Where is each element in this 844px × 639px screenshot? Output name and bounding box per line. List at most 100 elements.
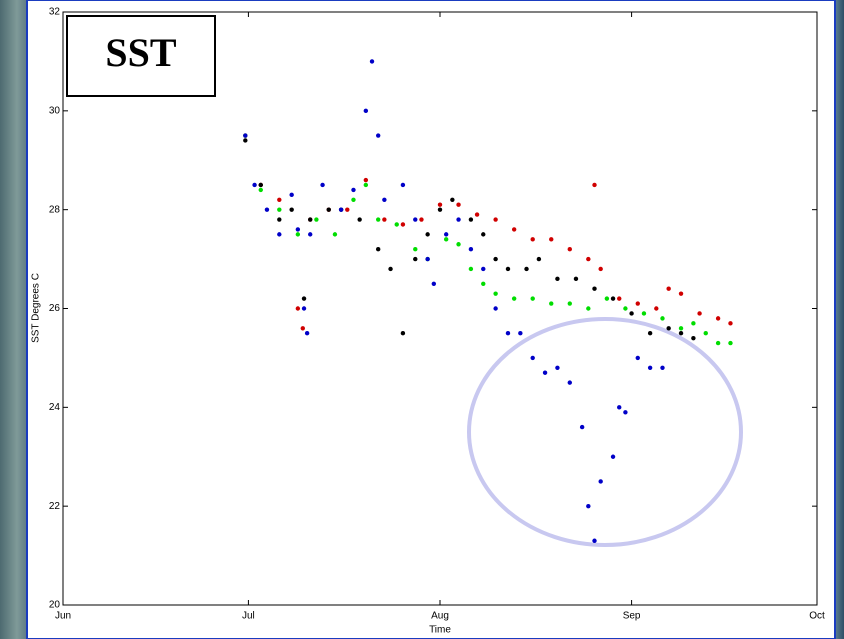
data-point bbox=[511, 227, 517, 232]
data-point bbox=[493, 256, 498, 262]
data-point bbox=[456, 202, 461, 207]
data-point bbox=[660, 316, 665, 321]
data-point bbox=[567, 301, 572, 306]
data-point bbox=[308, 217, 313, 222]
data-point bbox=[413, 247, 418, 252]
y-tick-label: 20 bbox=[49, 600, 61, 611]
data-point bbox=[400, 182, 406, 188]
data-point bbox=[604, 296, 610, 301]
label-box bbox=[66, 15, 216, 97]
data-point bbox=[400, 222, 406, 227]
x-tick-label: Aug bbox=[431, 611, 449, 622]
data-point bbox=[363, 108, 369, 114]
y-axis-label: SST Degrees C bbox=[31, 273, 42, 343]
data-point bbox=[610, 454, 616, 459]
data-point bbox=[413, 217, 418, 222]
data-point bbox=[264, 207, 270, 212]
data-point bbox=[443, 237, 449, 242]
data-point bbox=[425, 232, 430, 237]
data-point bbox=[450, 197, 455, 202]
data-point bbox=[369, 59, 375, 64]
data-point bbox=[623, 410, 628, 415]
data-point bbox=[505, 331, 511, 336]
data-point bbox=[474, 212, 480, 217]
data-point bbox=[641, 311, 647, 316]
y-tick-label: 32 bbox=[49, 7, 61, 18]
data-point bbox=[338, 207, 344, 212]
data-point bbox=[691, 335, 696, 341]
data-point bbox=[549, 237, 554, 242]
data-point bbox=[437, 207, 443, 212]
data-point bbox=[592, 538, 597, 543]
data-point bbox=[623, 306, 628, 311]
data-point bbox=[505, 266, 511, 272]
data-point bbox=[351, 187, 356, 193]
data-point bbox=[301, 296, 307, 301]
data-point bbox=[456, 242, 461, 247]
data-point bbox=[289, 207, 294, 212]
data-point bbox=[715, 340, 721, 346]
y-tick-label: 30 bbox=[49, 105, 61, 116]
data-point bbox=[351, 197, 356, 202]
data-point bbox=[468, 247, 474, 252]
data-point bbox=[536, 256, 542, 262]
data-point bbox=[530, 296, 535, 301]
data-point bbox=[586, 256, 591, 262]
data-point bbox=[301, 306, 307, 311]
data-point bbox=[295, 306, 301, 311]
data-point bbox=[468, 266, 474, 272]
data-point bbox=[243, 133, 248, 138]
data-point bbox=[511, 296, 517, 301]
x-tick-label: Oct bbox=[809, 611, 825, 622]
data-point bbox=[678, 291, 684, 296]
data-point bbox=[277, 217, 282, 222]
data-point bbox=[443, 232, 449, 237]
data-point bbox=[394, 222, 399, 227]
data-point bbox=[666, 326, 671, 331]
data-point bbox=[332, 232, 338, 237]
x-axis-label: Time bbox=[429, 625, 451, 636]
data-point bbox=[493, 291, 498, 296]
data-point bbox=[382, 217, 387, 222]
data-point bbox=[295, 227, 301, 232]
data-point bbox=[326, 207, 331, 212]
data-point bbox=[363, 182, 369, 188]
y-tick-label: 24 bbox=[49, 402, 61, 413]
data-point bbox=[437, 202, 443, 207]
highlight-ellipse bbox=[467, 317, 743, 547]
data-point bbox=[586, 306, 591, 311]
data-point bbox=[304, 331, 310, 336]
data-point bbox=[530, 355, 535, 361]
data-point bbox=[598, 479, 603, 484]
data-point bbox=[691, 321, 696, 326]
data-point bbox=[598, 266, 603, 272]
data-point bbox=[425, 256, 430, 262]
data-point bbox=[678, 331, 684, 336]
y-tick-label: 26 bbox=[49, 303, 61, 314]
data-point bbox=[277, 207, 282, 212]
data-point bbox=[258, 187, 263, 193]
data-point bbox=[703, 331, 708, 336]
x-tick-label: Jun bbox=[55, 611, 71, 622]
data-point bbox=[277, 232, 282, 237]
data-point bbox=[382, 197, 387, 202]
data-point bbox=[388, 266, 393, 272]
data-point bbox=[357, 217, 362, 222]
data-point bbox=[320, 182, 325, 188]
data-point bbox=[431, 281, 437, 286]
data-point bbox=[277, 197, 282, 202]
data-point bbox=[647, 365, 653, 370]
data-point bbox=[243, 138, 248, 143]
data-point bbox=[481, 281, 486, 286]
data-point bbox=[375, 217, 381, 222]
data-point bbox=[728, 340, 733, 346]
data-point bbox=[635, 301, 640, 306]
data-point bbox=[610, 296, 616, 301]
x-tick-label: Sep bbox=[623, 611, 641, 622]
data-point bbox=[456, 217, 461, 222]
data-point bbox=[567, 380, 572, 385]
data-point bbox=[295, 232, 301, 237]
data-point bbox=[592, 286, 597, 291]
data-point bbox=[375, 133, 381, 138]
